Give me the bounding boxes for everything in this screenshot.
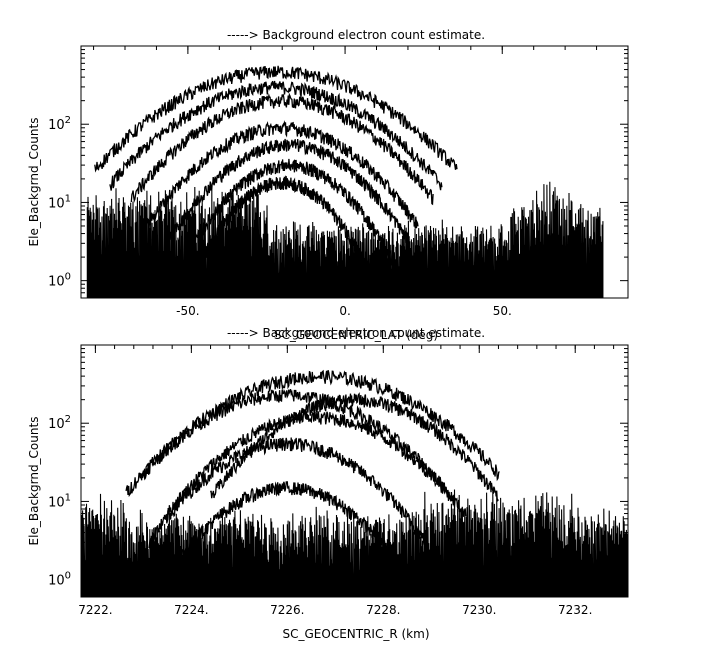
x-axis: -50. 0. 50. xyxy=(93,46,629,318)
series-line-1 xyxy=(109,80,443,191)
series-line-3 xyxy=(165,409,467,520)
x-tick-label: 7222. xyxy=(78,603,112,617)
x-tick-label: 7228. xyxy=(366,603,400,617)
series-line-0 xyxy=(94,65,458,173)
x-tick-label: 7230. xyxy=(462,603,496,617)
x-axis: 7222. 7224. 7226. 7228. 7230. 7232. xyxy=(78,345,615,617)
y-axis: 100 101 102 xyxy=(48,49,628,299)
y-tick-label: 101 xyxy=(48,193,71,211)
plot-frame xyxy=(80,45,629,299)
y-axis-label: Ele_Backgrnd_Counts xyxy=(27,118,41,247)
series-line-background xyxy=(86,181,604,298)
y-axis-label: Ele_Backgrnd_Counts xyxy=(27,417,41,546)
series-line-0 xyxy=(141,369,500,482)
plot-area xyxy=(81,369,628,597)
x-tick-label: 7226. xyxy=(270,603,304,617)
series-line-6 xyxy=(192,175,373,275)
series-line-3 xyxy=(145,120,419,231)
series-line-2 xyxy=(130,92,434,206)
y-tick-label: 101 xyxy=(48,492,71,510)
x-tick-label: 7224. xyxy=(174,603,208,617)
series-line-2 xyxy=(125,388,450,499)
series-line-4 xyxy=(167,138,410,249)
plot-area xyxy=(86,65,604,298)
y-tick-label: 102 xyxy=(48,414,71,432)
x-tick-label: 50. xyxy=(493,304,512,318)
chart-panel-top: -----> Background electron count estimat… xyxy=(27,28,629,342)
x-tick-label: 0. xyxy=(339,304,350,318)
y-tick-label: 100 xyxy=(48,571,71,589)
y-tick-label: 100 xyxy=(48,272,71,290)
x-axis-label: SC_GEOCENTRIC_LAT (deg) xyxy=(274,328,438,342)
series-line-background xyxy=(81,489,628,597)
plot-frame xyxy=(80,344,629,598)
x-tick-label: -50. xyxy=(176,304,199,318)
series-line-4 xyxy=(148,437,427,549)
chart-panel-bottom: -----> Background electron count estimat… xyxy=(27,326,629,641)
series-line-5 xyxy=(182,158,395,270)
y-axis: 100 101 102 xyxy=(48,348,628,598)
chart-title: -----> Background electron count estimat… xyxy=(227,28,485,42)
series-line-5 xyxy=(169,481,409,575)
x-tick-label: 7232. xyxy=(558,603,592,617)
series-line-1 xyxy=(209,392,499,502)
y-tick-label: 102 xyxy=(48,115,71,133)
x-axis-label: SC_GEOCENTRIC_R (km) xyxy=(283,627,430,641)
chart-title: -----> Background electron count estimat… xyxy=(227,326,485,340)
